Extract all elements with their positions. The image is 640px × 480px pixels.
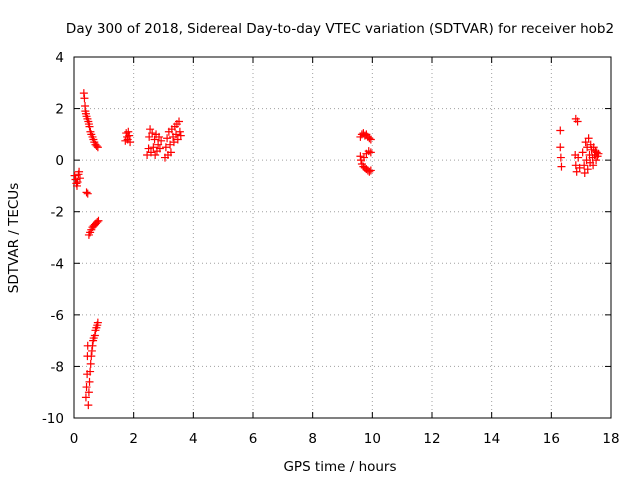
data-point: [166, 148, 175, 157]
x-tick-label: 2: [129, 431, 138, 447]
data-point: [365, 167, 374, 176]
grid-lines: [74, 57, 611, 418]
data-point: [589, 143, 598, 152]
x-tick-label: 18: [602, 431, 619, 447]
y-tick-label: -10: [42, 411, 64, 427]
data-point: [86, 359, 95, 368]
data-point: [124, 127, 133, 136]
data-point: [556, 153, 565, 162]
x-tick-label: 8: [308, 431, 317, 447]
data-point: [584, 134, 593, 143]
data-point: [580, 161, 589, 170]
data-point: [70, 171, 79, 180]
x-tick-label: 14: [483, 431, 500, 447]
data-points: [70, 89, 603, 410]
data-point: [85, 377, 94, 386]
data-point: [82, 383, 91, 392]
data-point: [93, 143, 102, 152]
y-tick-label: -8: [51, 359, 64, 375]
data-point: [366, 166, 375, 175]
data-point: [594, 149, 603, 158]
data-point: [366, 135, 375, 144]
data-point: [81, 393, 90, 402]
y-tick-label: 0: [55, 153, 64, 169]
data-point: [175, 117, 184, 126]
y-tick-label: 4: [55, 50, 64, 66]
data-point: [583, 165, 592, 174]
data-point: [592, 148, 601, 157]
data-point: [161, 143, 170, 152]
data-point: [151, 150, 160, 159]
data-point: [175, 127, 184, 136]
y-tick-label: -2: [51, 205, 64, 221]
data-point: [82, 188, 91, 197]
x-tick-label: 10: [364, 431, 381, 447]
data-point: [592, 156, 601, 165]
data-point: [557, 162, 566, 171]
data-point: [574, 153, 583, 162]
axis-ticks: [73, 56, 612, 419]
y-axis-label: SDTVAR / TECUs: [6, 183, 22, 293]
data-point: [84, 401, 93, 410]
data-point: [556, 143, 565, 152]
data-point: [148, 129, 157, 138]
data-point: [578, 148, 587, 157]
data-point: [75, 174, 84, 183]
data-point: [83, 189, 92, 198]
x-tick-label: 0: [70, 431, 79, 447]
plot-frame: [73, 56, 612, 419]
y-tick-label: -4: [51, 256, 64, 272]
data-point: [93, 218, 102, 227]
data-point: [146, 125, 155, 134]
data-point: [80, 94, 89, 103]
data-point: [84, 388, 93, 397]
y-tick-label: 2: [55, 102, 64, 118]
data-point: [94, 216, 103, 225]
data-point: [573, 117, 582, 126]
data-point: [589, 161, 598, 170]
data-point: [155, 144, 164, 153]
data-point: [365, 134, 374, 143]
data-point: [575, 163, 584, 172]
data-point: [163, 134, 172, 143]
data-point: [93, 318, 102, 327]
data-point: [86, 367, 95, 376]
data-point: [556, 126, 565, 135]
data-point: [146, 148, 155, 157]
x-tick-label: 12: [423, 431, 440, 447]
data-point: [92, 141, 101, 150]
x-tick-label: 4: [189, 431, 198, 447]
data-point: [150, 135, 159, 144]
chart-title: Day 300 of 2018, Sidereal Day-to-day VTE…: [66, 21, 614, 37]
y-tick-labels: -10 -8 -6 -4 -2 0 2 4: [42, 50, 64, 427]
data-point: [149, 143, 158, 152]
x-tick-labels: 0 2 4 6 8 10 12 14 16 18: [70, 431, 620, 447]
data-point: [125, 131, 134, 140]
data-point: [176, 131, 185, 140]
data-point: [157, 136, 166, 145]
y-tick-label: -6: [51, 308, 64, 324]
x-tick-label: 6: [249, 431, 258, 447]
data-point: [366, 148, 375, 157]
data-point: [85, 122, 94, 131]
data-point: [75, 167, 84, 176]
x-axis-label: GPS time / hours: [283, 459, 396, 475]
x-tick-label: 16: [543, 431, 560, 447]
data-point: [126, 138, 135, 147]
